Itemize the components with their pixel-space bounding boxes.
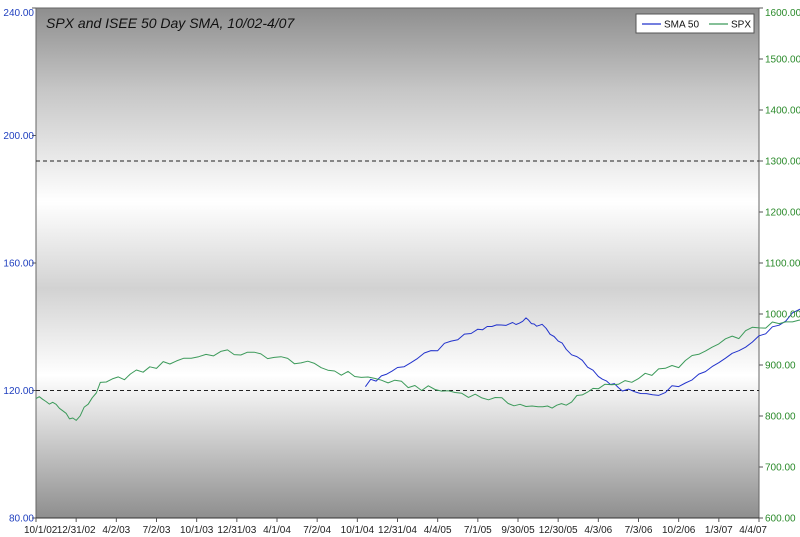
legend-box: [635, 13, 755, 34]
x-tick-label: 7/2/03: [143, 525, 171, 536]
reference-lines: [36, 160, 759, 391]
x-tick-label: 4/2/03: [102, 525, 130, 536]
x-tick-label: 4/1/04: [263, 525, 291, 536]
x-tick-label: 12/30/05: [539, 525, 578, 536]
right-tick-label: 1000.00: [765, 310, 800, 321]
right-tick-label: 1200.00: [765, 208, 800, 219]
right-tick-label: 1600.00: [765, 8, 800, 19]
x-tick-label: 9/30/05: [501, 525, 535, 536]
right-tick-label: 800.00: [765, 412, 796, 423]
right-tick-label: 1100.00: [765, 259, 800, 270]
left-tick-label: 120.00: [3, 386, 34, 397]
right-tick-label: 1300.00: [765, 157, 800, 168]
x-tick-label: 4/3/06: [584, 525, 612, 536]
x-tick-label: 10/1/03: [180, 525, 214, 536]
x-tick-label: 4/4/07: [739, 525, 767, 536]
x-tick-label: 12/31/04: [378, 525, 417, 536]
right-tick-label: 700.00: [765, 463, 796, 474]
left-tick-label: 80.00: [9, 514, 34, 525]
x-tick-label: 4/4/05: [424, 525, 452, 536]
right-axis-ticks: 600.00 700.00 800.00 900.00 1000.00 1100.00 12…: [759, 7, 800, 525]
legend-label-spx: SPX: [731, 20, 751, 31]
x-tick-label: 7/2/04: [303, 525, 331, 536]
x-axis-ticks: 10/1/02 12/31/02 4/2/03 7/2/03 10/1/03 12/31/…: [24, 518, 767, 536]
left-tick-label: 200.00: [3, 131, 34, 142]
x-tick-label: 1/3/07: [705, 525, 733, 536]
right-tick-label: 1400.00: [765, 106, 800, 117]
series-line-spx: [35, 319, 800, 421]
left-tick-label: 160.00: [3, 259, 34, 270]
x-tick-label: 10/1/02: [24, 525, 58, 536]
series-layer: [35, 308, 800, 421]
right-tick-label: 1500.00: [765, 55, 800, 66]
x-tick-label: 12/31/02: [57, 525, 96, 536]
left-tick-label: 240.00: [3, 8, 34, 19]
x-tick-label: 12/31/03: [217, 525, 256, 536]
legend: SMA 50 SPX: [635, 13, 755, 34]
plot-area: [35, 7, 760, 519]
right-tick-label: 600.00: [765, 514, 796, 525]
right-tick-label: 900.00: [765, 361, 796, 372]
x-tick-label: 10/2/06: [662, 525, 696, 536]
left-axis-ticks: 80.00 120.00 160.00 200.00 240.00: [3, 7, 36, 525]
x-tick-label: 7/3/06: [625, 525, 653, 536]
x-tick-label: 10/1/04: [341, 525, 375, 536]
x-tick-label: 7/1/05: [464, 525, 492, 536]
chart-title: SPX and ISEE 50 Day SMA, 10/02-4/07: [46, 15, 295, 31]
legend-label-sma50: SMA 50: [664, 20, 699, 31]
